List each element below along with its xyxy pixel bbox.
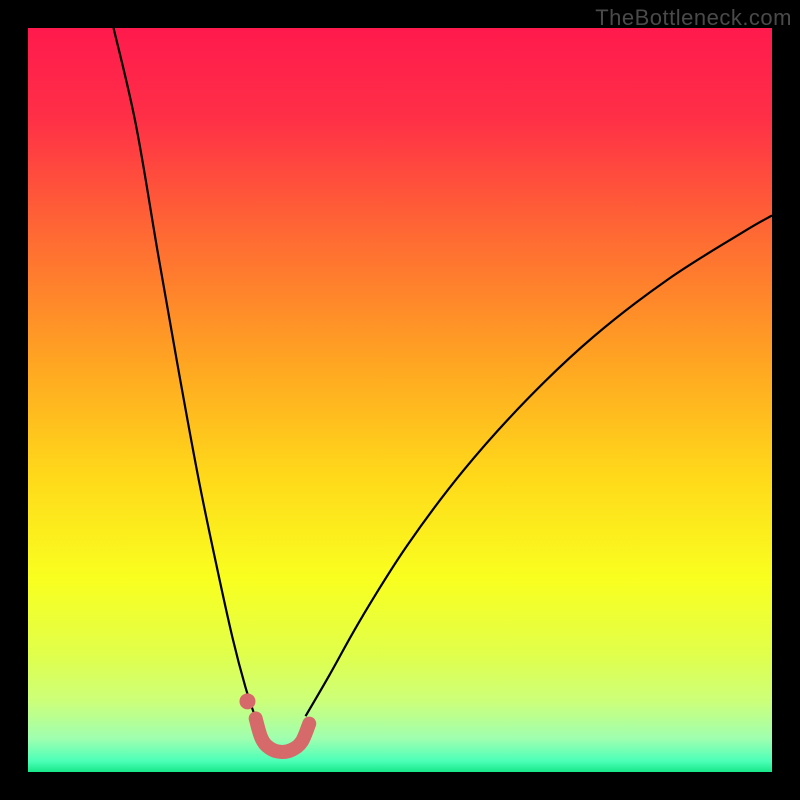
bottom-u-marker <box>256 718 310 752</box>
watermark-text: TheBottleneck.com <box>595 5 792 31</box>
curve-left-branch <box>114 28 255 716</box>
plot-area <box>28 28 772 772</box>
bottom-lone-dot <box>239 693 255 709</box>
curve-overlay <box>28 28 772 772</box>
curve-right-branch <box>306 215 772 716</box>
chart-container: TheBottleneck.com <box>0 0 800 800</box>
